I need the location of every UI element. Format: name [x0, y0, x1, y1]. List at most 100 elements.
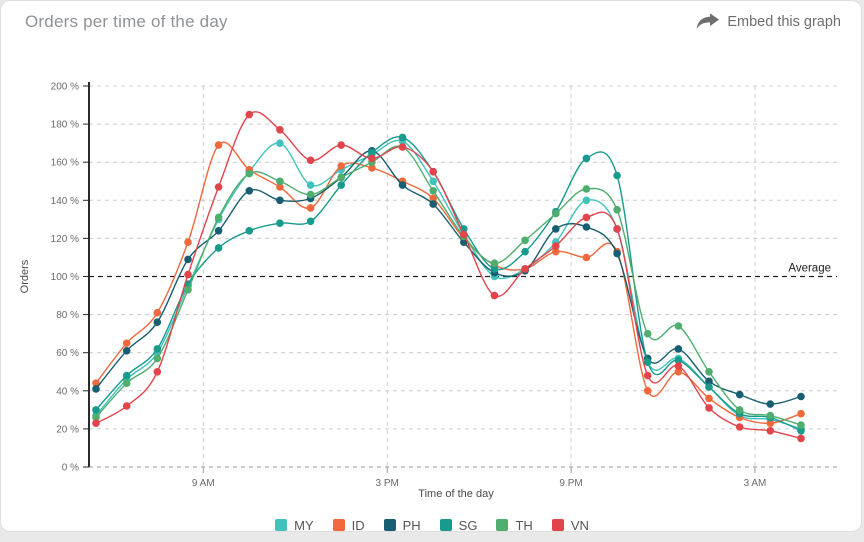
- data-point-TH[interactable]: [306, 190, 315, 199]
- data-point-SG[interactable]: [245, 227, 254, 235]
- data-point-VN[interactable]: [735, 423, 744, 431]
- data-point-VN[interactable]: [92, 419, 100, 428]
- data-point-SG[interactable]: [368, 148, 376, 157]
- data-point-PH[interactable]: [122, 347, 131, 355]
- data-point-VN[interactable]: [306, 156, 315, 165]
- data-point-ID[interactable]: [153, 308, 162, 317]
- data-point-ID[interactable]: [674, 368, 683, 376]
- data-point-ID[interactable]: [368, 164, 376, 172]
- data-point-SG[interactable]: [490, 265, 499, 273]
- legend-item-SG[interactable]: SG: [439, 518, 477, 533]
- data-point-PH[interactable]: [245, 187, 254, 195]
- data-point-VN[interactable]: [429, 167, 438, 176]
- data-point-PH[interactable]: [92, 385, 100, 393]
- data-point-VN[interactable]: [552, 242, 560, 250]
- data-point-TH[interactable]: [276, 177, 284, 186]
- data-point-PH[interactable]: [705, 377, 713, 386]
- data-point-ID[interactable]: [184, 238, 192, 246]
- data-point-ID[interactable]: [337, 162, 346, 170]
- data-point-SG[interactable]: [122, 371, 131, 380]
- data-point-ID[interactable]: [429, 194, 438, 203]
- data-point-SG[interactable]: [705, 383, 713, 391]
- data-point-ID[interactable]: [122, 339, 131, 348]
- data-point-TH[interactable]: [92, 413, 100, 422]
- data-point-VN[interactable]: [337, 141, 346, 149]
- data-point-VN[interactable]: [797, 434, 805, 443]
- data-point-VN[interactable]: [582, 213, 591, 222]
- data-point-ID[interactable]: [92, 379, 100, 388]
- data-point-MY[interactable]: [276, 139, 284, 147]
- data-point-PH[interactable]: [398, 181, 407, 189]
- data-point-PH[interactable]: [153, 318, 162, 327]
- data-point-SG[interactable]: [92, 406, 100, 414]
- data-point-SG[interactable]: [613, 171, 621, 180]
- data-point-ID[interactable]: [643, 387, 652, 395]
- data-point-TH[interactable]: [643, 329, 652, 338]
- data-point-SG[interactable]: [797, 427, 805, 435]
- data-point-VN[interactable]: [184, 270, 192, 279]
- data-point-PH[interactable]: [184, 255, 192, 264]
- data-point-ID[interactable]: [552, 247, 560, 256]
- data-point-VN[interactable]: [674, 362, 683, 370]
- data-point-PH[interactable]: [613, 249, 621, 258]
- data-point-VN[interactable]: [368, 154, 376, 163]
- data-point-VN[interactable]: [122, 402, 131, 410]
- data-point-TH[interactable]: [582, 185, 591, 193]
- data-point-TH[interactable]: [490, 259, 499, 267]
- data-point-TH[interactable]: [552, 209, 560, 218]
- data-point-PH[interactable]: [735, 390, 744, 399]
- data-point-VN[interactable]: [398, 143, 407, 151]
- legend-item-TH[interactable]: TH: [496, 518, 533, 533]
- data-point-VN[interactable]: [643, 371, 652, 380]
- data-point-TH[interactable]: [214, 213, 223, 222]
- data-point-PH[interactable]: [429, 200, 438, 208]
- data-point-TH[interactable]: [429, 187, 438, 195]
- embed-graph-button[interactable]: Embed this graph: [696, 11, 841, 32]
- data-point-VN[interactable]: [490, 291, 499, 300]
- data-point-VN[interactable]: [613, 225, 621, 233]
- data-point-SG[interactable]: [306, 217, 315, 226]
- data-point-VN[interactable]: [214, 183, 223, 191]
- data-point-SG[interactable]: [337, 181, 346, 189]
- data-point-ID[interactable]: [306, 204, 315, 212]
- data-point-VN[interactable]: [153, 368, 162, 376]
- data-point-MY[interactable]: [582, 196, 591, 205]
- data-point-TH[interactable]: [735, 406, 744, 414]
- data-point-PH[interactable]: [582, 223, 591, 231]
- data-point-VN[interactable]: [276, 126, 284, 134]
- data-point-SG[interactable]: [276, 219, 284, 227]
- data-point-SG[interactable]: [398, 133, 407, 142]
- data-point-TH[interactable]: [766, 411, 775, 420]
- data-point-SG[interactable]: [643, 358, 652, 367]
- legend-item-PH[interactable]: PH: [383, 518, 421, 533]
- data-point-SG[interactable]: [521, 247, 529, 256]
- data-point-PH[interactable]: [797, 392, 805, 401]
- data-point-VN[interactable]: [521, 265, 529, 273]
- data-point-SG[interactable]: [582, 154, 591, 163]
- data-point-TH[interactable]: [245, 169, 254, 178]
- data-point-ID[interactable]: [582, 253, 591, 262]
- data-point-PH[interactable]: [276, 196, 284, 205]
- data-point-VN[interactable]: [705, 404, 713, 412]
- data-point-PH[interactable]: [214, 227, 223, 235]
- data-point-VN[interactable]: [460, 230, 468, 239]
- legend-item-VN[interactable]: VN: [551, 518, 589, 533]
- data-point-PH[interactable]: [766, 400, 775, 408]
- data-point-TH[interactable]: [122, 379, 131, 388]
- data-point-TH[interactable]: [337, 173, 346, 182]
- data-point-TH[interactable]: [184, 286, 192, 294]
- data-point-TH[interactable]: [674, 322, 683, 330]
- data-point-TH[interactable]: [705, 368, 713, 376]
- data-point-SG[interactable]: [214, 244, 223, 252]
- data-point-ID[interactable]: [276, 183, 284, 191]
- data-point-SG[interactable]: [153, 345, 162, 353]
- data-point-PH[interactable]: [674, 345, 683, 353]
- legend-item-MY[interactable]: MY: [275, 518, 314, 533]
- data-point-TH[interactable]: [797, 421, 805, 429]
- data-point-VN[interactable]: [766, 427, 775, 435]
- data-point-ID[interactable]: [766, 419, 775, 428]
- data-point-ID[interactable]: [797, 409, 805, 418]
- data-point-MY[interactable]: [306, 181, 315, 189]
- data-point-TH[interactable]: [613, 206, 621, 214]
- data-point-TH[interactable]: [521, 236, 529, 245]
